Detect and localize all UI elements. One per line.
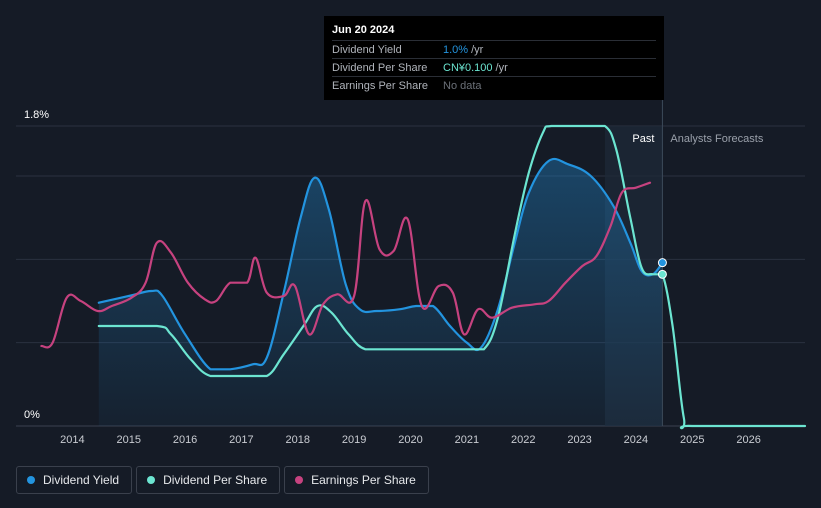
- legend-item-dividend-per-share[interactable]: Dividend Per Share: [136, 466, 281, 494]
- dividend-yield-line: [97, 157, 664, 371]
- legend-label: Dividend Yield: [43, 473, 120, 487]
- x-tick-label: 2020: [398, 434, 422, 446]
- x-tick-label: 2025: [680, 434, 704, 446]
- tooltip-label: Dividend Yield: [332, 43, 402, 56]
- x-tick-label: 2026: [736, 434, 760, 446]
- tooltip-value: CN¥0.100: [443, 61, 493, 74]
- tooltip-label: Earnings Per Share: [332, 79, 428, 92]
- tooltip-date: Jun 20 2024: [332, 24, 395, 36]
- past-region-label: Past: [632, 133, 654, 145]
- x-tick-label: 2023: [567, 434, 591, 446]
- y-tick-label-max: 1.8%: [24, 109, 49, 121]
- legend-item-earnings-per-share[interactable]: Earnings Per Share: [284, 466, 429, 494]
- x-tick-label: 2014: [60, 434, 84, 446]
- dividend-per-share-dot-icon: [147, 476, 156, 484]
- x-tick-label: 2021: [455, 434, 479, 446]
- x-tick-label: 2019: [342, 434, 366, 446]
- dividend-yield-marker: [657, 258, 667, 268]
- tooltip-value: 1.0%: [443, 43, 469, 56]
- marker-layer: [657, 258, 667, 279]
- y-tick-label-min: 0%: [24, 409, 40, 421]
- legend-label: Dividend Per Share: [163, 473, 268, 487]
- forecast-region-label: Analysts Forecasts: [670, 133, 763, 145]
- dividend-per-share-marker: [657, 269, 667, 279]
- legend-label: Earnings Per Share: [311, 473, 416, 487]
- x-tick-label: 2022: [511, 434, 535, 446]
- legend-item-dividend-yield[interactable]: Dividend Yield: [16, 466, 133, 494]
- fill-layer: [98, 158, 663, 426]
- x-tick-label: 2024: [624, 434, 648, 446]
- earnings-per-share-line: [40, 181, 652, 349]
- earnings-per-share-dot-icon: [295, 476, 304, 484]
- tooltip-row-dividend-yield: Dividend Yield 1.0% /yr: [332, 40, 656, 58]
- tooltip-unit: /yr: [471, 43, 484, 56]
- tooltip-label: Dividend Per Share: [332, 61, 428, 74]
- dividend-per-share-line: [97, 124, 807, 430]
- x-tick-label: 2018: [286, 434, 310, 446]
- x-tick-label: 2015: [116, 434, 140, 446]
- tooltip-unit: /yr: [495, 61, 508, 74]
- tick-layer: 2014 2015 2016 2017 2018 2019 2020 2021 2022 2023…: [24, 109, 761, 446]
- legend: Dividend Yield Dividend Per Share Earnin…: [16, 466, 429, 494]
- line-layer: [40, 124, 807, 430]
- tooltip-row-earnings-per-share: Earnings Per Share No data: [332, 76, 656, 94]
- tooltip: Jun 20 2024 Dividend Yield 1.0% /yr Divi…: [324, 16, 664, 100]
- x-tick-label: 2017: [229, 434, 253, 446]
- dividend-yield-area: [98, 158, 663, 426]
- dividend-yield-dot-icon: [27, 476, 35, 484]
- tooltip-row-dividend-per-share: Dividend Per Share CN¥0.100 /yr: [332, 58, 656, 76]
- tooltip-value: No data: [443, 79, 482, 92]
- x-tick-label: 2016: [173, 434, 197, 446]
